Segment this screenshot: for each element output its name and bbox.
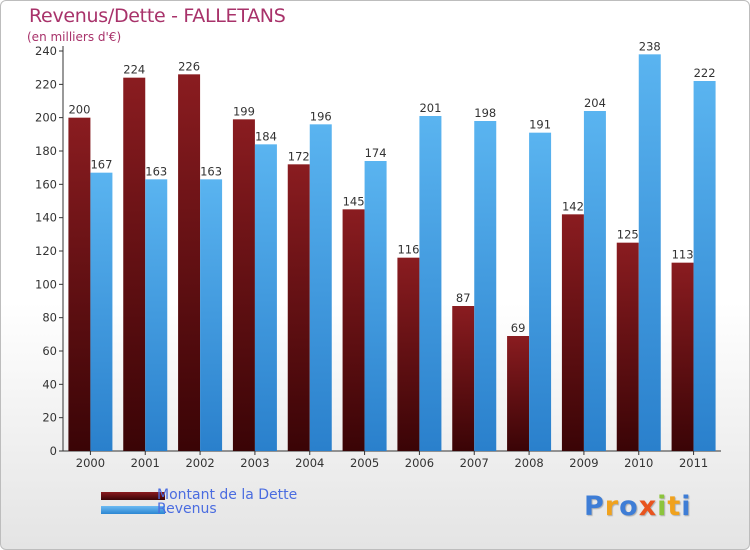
data-label-dette-2001: 224 <box>123 63 145 77</box>
bar-revenus-2010 <box>638 54 661 451</box>
x-tick-label-2006: 2006 <box>405 456 434 470</box>
x-tick-label-2008: 2008 <box>514 456 543 470</box>
y-tick-label: 160 <box>35 177 57 191</box>
bar-revenus-2009 <box>583 111 606 451</box>
y-tick-label: 120 <box>35 244 57 258</box>
data-label-revenus-2007: 198 <box>474 106 496 120</box>
data-label-revenus-2009: 204 <box>584 96 606 110</box>
bar-revenus-2011 <box>693 81 716 451</box>
bar-dette-2005 <box>342 209 365 451</box>
data-label-dette-2000: 200 <box>68 103 90 117</box>
y-tick-label: 100 <box>35 277 57 291</box>
legend-label-revenus: Revenus <box>157 501 217 517</box>
data-label-dette-2010: 125 <box>617 228 639 242</box>
y-tick-label: 140 <box>35 211 57 225</box>
legend-label-dette: Montant de la Dette <box>157 487 298 503</box>
data-label-dette-2009: 142 <box>562 199 584 213</box>
bar-dette-2011 <box>671 262 694 451</box>
chart-subtitle: (en milliers d'€) <box>27 30 122 44</box>
x-tick-label-2011: 2011 <box>679 456 708 470</box>
data-label-dette-2008: 69 <box>511 321 526 335</box>
y-tick-label: 220 <box>35 77 57 91</box>
y-tick-label: 80 <box>42 311 57 325</box>
x-tick-label-2010: 2010 <box>624 456 653 470</box>
bar-revenus-2008 <box>529 132 552 451</box>
bar-revenus-2002 <box>200 179 223 452</box>
y-tick-label: 20 <box>42 411 57 425</box>
legend-swatch-dette <box>101 492 165 500</box>
x-tick-label-2001: 2001 <box>131 456 160 470</box>
x-tick-label-2000: 2000 <box>76 456 105 470</box>
x-tick-label-2007: 2007 <box>460 456 489 470</box>
bar-revenus-2007 <box>474 121 497 451</box>
bar-dette-2001 <box>123 77 146 452</box>
data-label-dette-2011: 113 <box>672 248 694 262</box>
bar-revenus-2000 <box>90 172 113 451</box>
bar-dette-2007 <box>452 306 475 451</box>
chart-title: Revenus/Dette - FALLETANS <box>29 5 286 27</box>
logo-letter-0: P <box>584 491 605 522</box>
x-tick-label-2002: 2002 <box>185 456 214 470</box>
y-tick-label: 180 <box>35 144 57 158</box>
data-label-dette-2005: 145 <box>343 194 365 208</box>
data-label-revenus-2002: 163 <box>200 164 222 178</box>
bar-dette-2010 <box>616 242 639 451</box>
bar-revenus-2001 <box>145 179 168 452</box>
bar-dette-2004 <box>287 164 310 452</box>
x-tick-label-2005: 2005 <box>350 456 379 470</box>
bar-dette-2009 <box>561 214 584 451</box>
logo-letter-3: x <box>638 491 658 522</box>
data-label-revenus-2000: 167 <box>90 158 112 172</box>
bar-revenus-2004 <box>309 124 332 451</box>
bar-dette-2006 <box>397 257 420 451</box>
data-label-revenus-2011: 222 <box>694 66 716 80</box>
x-tick-label-2004: 2004 <box>295 456 324 470</box>
logo-letter-5: t <box>667 491 682 522</box>
logo-letter-2: o <box>619 491 639 522</box>
logo-letter-6: i <box>681 491 692 522</box>
y-tick-label: 200 <box>35 111 57 125</box>
data-label-dette-2003: 199 <box>233 104 255 118</box>
bar-revenus-2005 <box>364 161 387 451</box>
data-label-revenus-2003: 184 <box>255 129 277 143</box>
logo-letter-1: r <box>604 491 620 522</box>
bar-revenus-2006 <box>419 116 442 451</box>
y-tick-label: 40 <box>42 377 57 391</box>
x-tick-label-2003: 2003 <box>240 456 269 470</box>
data-label-revenus-2008: 191 <box>529 118 551 132</box>
data-label-dette-2002: 226 <box>178 59 200 73</box>
data-label-revenus-2004: 196 <box>310 109 332 123</box>
bar-dette-2000 <box>68 117 91 452</box>
bar-dette-2002 <box>178 74 201 451</box>
bar-dette-2003 <box>232 119 255 451</box>
data-label-revenus-2005: 174 <box>365 146 387 160</box>
data-label-dette-2007: 87 <box>456 291 471 305</box>
legend-swatch-revenus <box>101 506 165 514</box>
data-label-revenus-2001: 163 <box>145 164 167 178</box>
x-tick-label-2009: 2009 <box>569 456 598 470</box>
y-tick-label: 60 <box>42 344 57 358</box>
data-label-revenus-2006: 201 <box>419 101 441 115</box>
data-label-dette-2004: 172 <box>288 149 310 163</box>
bar-revenus-2003 <box>254 144 277 452</box>
logo-letter-4: i <box>657 491 668 522</box>
proxiti-logo: Proxiti <box>584 491 692 522</box>
y-tick-label: 0 <box>50 444 57 458</box>
data-label-dette-2006: 116 <box>397 243 419 257</box>
data-label-revenus-2010: 238 <box>639 39 661 53</box>
bar-dette-2008 <box>507 336 530 451</box>
y-tick-label: 240 <box>35 44 57 58</box>
